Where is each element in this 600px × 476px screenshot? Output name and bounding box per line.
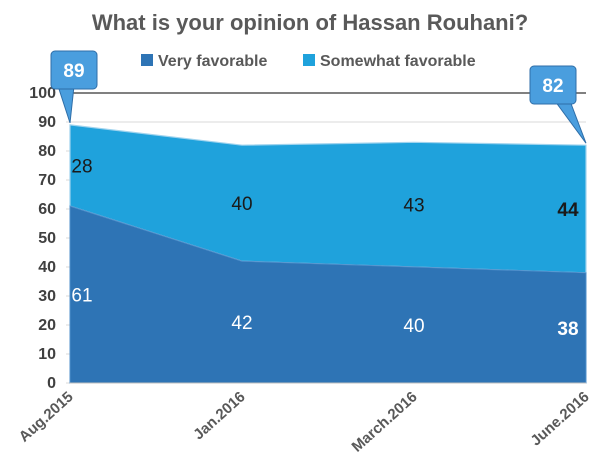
legend-label-very-favorable: Very favorable <box>158 53 268 70</box>
callout-pointer <box>57 85 75 124</box>
total-callouts: 89 82 <box>50 50 587 144</box>
y-tick-label: 10 <box>38 346 56 363</box>
y-tick-label: 70 <box>38 172 56 189</box>
data-label: 40 <box>231 194 252 215</box>
data-label: 43 <box>403 196 424 217</box>
y-tick-label: 60 <box>38 201 56 218</box>
data-labels: 61 42 40 38 28 40 43 44 <box>71 157 579 340</box>
data-label: 40 <box>403 316 424 337</box>
x-axis: Aug.2015 Jan.2016 March.2016 June.2016 <box>16 388 593 455</box>
x-tick-label: Aug.2015 <box>16 388 77 445</box>
data-label: 61 <box>71 286 92 307</box>
y-tick-label: 90 <box>38 114 56 131</box>
y-tick-label: 80 <box>38 143 56 160</box>
data-label: 28 <box>71 157 92 178</box>
y-tick-label: 50 <box>38 230 56 247</box>
legend: Very favorable Somewhat favorable <box>141 53 476 70</box>
y-tick-label: 100 <box>29 85 56 102</box>
callout-total-label: 82 <box>542 76 563 97</box>
y-axis: 0 10 20 30 40 50 60 70 80 90 100 <box>29 85 56 392</box>
plot-areas <box>69 124 587 384</box>
x-tick-label: June.2016 <box>527 388 592 449</box>
data-label: 38 <box>557 319 578 340</box>
callout-box <box>529 65 577 105</box>
data-label: 42 <box>231 313 252 334</box>
legend-label-somewhat-favorable: Somewhat favorable <box>320 53 476 70</box>
legend-swatch-very-favorable <box>141 54 153 66</box>
y-tick-label: 40 <box>38 259 56 276</box>
callout-box <box>50 50 98 90</box>
data-label: 44 <box>557 200 579 221</box>
y-tick-label: 20 <box>38 317 56 334</box>
y-tick-label: 0 <box>47 375 56 392</box>
x-tick-label: March.2016 <box>349 388 421 455</box>
legend-swatch-somewhat-favorable <box>303 54 315 66</box>
chart-title: What is your opinion of Hassan Rouhani? <box>92 10 528 35</box>
callout-total-label: 89 <box>63 61 84 82</box>
y-tick-label: 30 <box>38 288 56 305</box>
x-tick-label: Jan.2016 <box>190 388 248 443</box>
